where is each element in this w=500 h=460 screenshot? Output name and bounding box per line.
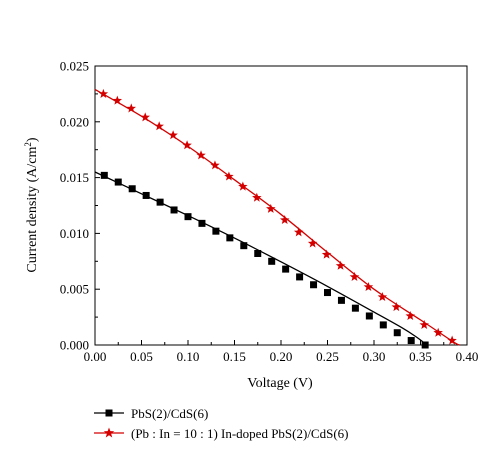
data-point-square xyxy=(128,185,136,193)
x-axis-title: Voltage (V) xyxy=(247,376,313,391)
data-point-star xyxy=(321,249,332,259)
data-point-star xyxy=(154,121,164,131)
series-line-in-doped xyxy=(94,88,460,346)
data-point-square xyxy=(282,265,290,273)
data-point-star xyxy=(224,171,234,181)
data-point-square xyxy=(198,219,206,227)
legend-marker-star xyxy=(103,427,115,438)
data-point-star xyxy=(266,203,276,213)
legend-item-in-doped: (Pb : In = 10 : 1) In-doped PbS(2)/CdS(6… xyxy=(94,426,349,441)
data-point-square xyxy=(142,191,150,199)
x-tick-label: 0.25 xyxy=(316,349,339,364)
data-point-square xyxy=(240,242,248,250)
legend-marker-square xyxy=(105,409,113,417)
data-point-star xyxy=(363,281,374,292)
data-point-star xyxy=(252,192,262,202)
series-line-pbs-cds xyxy=(94,171,428,346)
data-point-star xyxy=(307,238,318,248)
data-point-star xyxy=(182,140,192,150)
data-point-square xyxy=(156,198,164,206)
data-point-star xyxy=(98,88,109,98)
y-axis-title-main: Current density (A/cm xyxy=(25,146,40,272)
data-point-square xyxy=(324,289,331,297)
data-point-star xyxy=(391,302,402,312)
data-point-star xyxy=(447,335,457,345)
data-point-star xyxy=(210,160,220,170)
data-point-star xyxy=(279,215,290,225)
data-point-star xyxy=(140,112,150,122)
data-point-square xyxy=(268,257,276,265)
data-point-square xyxy=(114,178,122,186)
data-point-square xyxy=(337,296,345,304)
data-point-star xyxy=(168,130,178,140)
x-tick-label: 0.10 xyxy=(177,349,200,364)
data-point-square xyxy=(170,206,178,214)
legend-item-pbs-cds: PbS(2)/CdS(6) xyxy=(94,406,208,421)
data-point-star xyxy=(377,292,388,302)
x-tick-label: 0.30 xyxy=(363,349,386,364)
y-tick-label: 0.010 xyxy=(60,226,89,241)
y-tick-label: 0.005 xyxy=(60,282,89,297)
x-tick-label: 0.05 xyxy=(130,349,153,364)
y-axis-title: Current density (A/cm2) xyxy=(23,137,40,272)
data-point-square xyxy=(226,234,234,242)
data-point-square xyxy=(254,249,262,257)
data-point-square xyxy=(310,281,318,289)
y-tick-label: 0.000 xyxy=(60,338,89,353)
data-point-star xyxy=(335,260,346,270)
data-point-square xyxy=(421,341,429,349)
legend-label-in-doped: (Pb : In = 10 : 1) In-doped PbS(2)/CdS(6… xyxy=(131,426,349,441)
data-point-square xyxy=(100,171,108,179)
y-tick-label: 0.015 xyxy=(60,170,89,185)
x-tick-label: 0.20 xyxy=(270,349,293,364)
data-point-square xyxy=(365,312,373,320)
data-point-square xyxy=(393,329,401,337)
data-point-star xyxy=(293,227,304,237)
x-tick-label: 0.00 xyxy=(84,349,107,364)
x-tick-label: 0.35 xyxy=(409,349,432,364)
data-point-star xyxy=(419,319,429,329)
data-point-star xyxy=(126,103,137,113)
data-point-square xyxy=(212,227,220,235)
data-point-square xyxy=(407,337,415,345)
data-point-square xyxy=(296,273,304,281)
data-point-square xyxy=(379,321,387,329)
data-point-star xyxy=(433,327,443,337)
y-tick-label: 0.020 xyxy=(60,114,89,129)
data-point-star xyxy=(196,150,206,160)
data-point-star xyxy=(112,95,123,105)
data-point-square xyxy=(184,213,192,221)
x-tick-label: 0.15 xyxy=(223,349,246,364)
data-point-star xyxy=(405,310,416,321)
x-tick-label: 0.40 xyxy=(456,349,479,364)
y-tick-label: 0.025 xyxy=(60,59,89,74)
data-point-star xyxy=(238,181,248,191)
data-point-square xyxy=(351,304,359,312)
data-point-star xyxy=(349,271,360,281)
y-axis-title-close: ) xyxy=(25,137,40,142)
y-axis-title-sup: 2 xyxy=(23,142,33,147)
legend-label-pbs-cds: PbS(2)/CdS(6) xyxy=(131,406,208,421)
plot-frame xyxy=(94,65,468,346)
legend: PbS(2)/CdS(6) (Pb : In = 10 : 1) In-dope… xyxy=(94,406,349,441)
plot-layer: 0.00 0.05 0.10 0.15 0.20 0.25 0.30 0.35 0.40 0.00… xyxy=(60,59,479,365)
